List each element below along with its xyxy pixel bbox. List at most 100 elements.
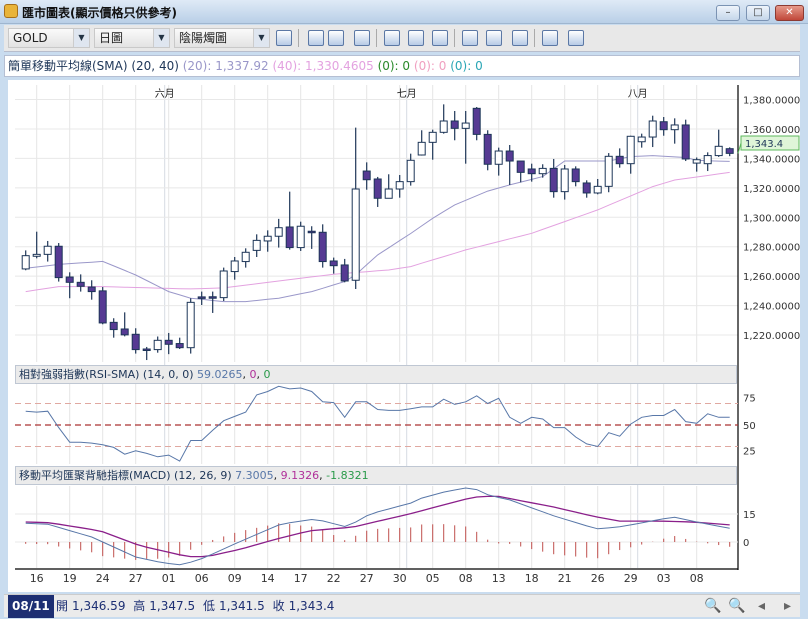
toolbar: GOLD ▼ 日圖 ▼ 陰陽燭圖 ▼ — [4, 25, 800, 52]
candle — [241, 248, 250, 268]
candle-body-up — [593, 185, 602, 194]
x-axis-label: 13 — [492, 572, 506, 585]
candle-body-down — [472, 107, 481, 135]
candle — [98, 287, 107, 325]
candle — [637, 133, 646, 148]
candle — [538, 164, 547, 178]
sma-legend: 簡單移動平均線(SMA) (20, 40) (20): 1,337.92 (40… — [4, 55, 800, 77]
symbol-value: GOLD — [13, 31, 48, 45]
scroll-right-icon[interactable]: ▸ — [784, 598, 792, 614]
x-axis-label: 22 — [327, 572, 341, 585]
period-value: 日圖 — [99, 31, 124, 45]
cursor-icon[interactable] — [308, 30, 324, 46]
candle-body-down — [505, 150, 514, 162]
macd-hist-value: -1.8321 — [326, 469, 369, 482]
chart-type-value: 陰陽燭圖 — [179, 31, 228, 45]
candle-body-up — [406, 159, 415, 183]
line-study-icon[interactable] — [384, 30, 400, 46]
sma-extra-2: (0): 0 — [413, 59, 447, 73]
candle-body-up — [241, 251, 250, 263]
candle-body-down — [725, 148, 734, 154]
chevron-down-icon[interactable]: ▼ — [153, 29, 169, 47]
candle-body-down — [120, 328, 129, 336]
x-axis-label: 09 — [228, 572, 242, 585]
data-table-icon[interactable] — [354, 30, 370, 46]
candle-body-up — [351, 188, 360, 281]
zoom-in-icon[interactable]: 🔍 — [728, 598, 746, 614]
candle — [505, 144, 514, 186]
high-label: 高 — [133, 599, 146, 613]
chart-type-select[interactable]: 陰陽燭圖 ▼ — [174, 28, 270, 48]
candle — [516, 160, 525, 183]
candle — [703, 152, 712, 172]
x-axis-label: 26 — [591, 572, 605, 585]
scroll-left-icon[interactable]: ◂ — [758, 598, 766, 614]
grid-icon[interactable] — [512, 30, 528, 46]
x-axis-label: 18 — [525, 572, 539, 585]
candle-body-up — [560, 168, 569, 193]
sma40-line — [25, 171, 730, 293]
x-axis-label: 24 — [96, 572, 110, 585]
candle — [362, 162, 371, 190]
candle-body-up — [263, 235, 272, 242]
candle-body-down — [54, 245, 63, 279]
candle-body-down — [659, 121, 668, 131]
candle — [395, 175, 404, 198]
macd-legend: 移動平均匯聚背馳指標(MACD) (12, 26, 9) 7.3005, 9.1… — [15, 466, 737, 485]
close-button[interactable]: ✕ — [775, 5, 804, 21]
status-bar: 08/11 開 1,346.59 高 1,347.5 低 1,341.5 收 1,343… — [4, 594, 800, 618]
candle-body-down — [373, 178, 382, 199]
candle — [593, 178, 602, 195]
candle — [527, 163, 536, 182]
period-select[interactable]: 日圖 ▼ — [94, 28, 170, 48]
maximize-button[interactable]: □ — [746, 5, 770, 21]
save-icon[interactable] — [276, 30, 292, 46]
sma20-value: 1,337.92 — [215, 59, 269, 73]
chevron-down-icon[interactable]: ▼ — [253, 29, 269, 47]
candle — [560, 165, 569, 200]
candle-body-down — [516, 160, 525, 173]
zoom-out-icon[interactable]: 🔍 — [704, 598, 722, 614]
candle — [483, 130, 492, 171]
toolbar-separator — [454, 29, 455, 47]
sma-extra-1: (0): 0 — [377, 59, 411, 73]
x-axis-label: 19 — [63, 572, 77, 585]
candle — [681, 119, 690, 162]
symbol-select[interactable]: GOLD ▼ — [8, 28, 90, 48]
indicator-icon[interactable] — [408, 30, 424, 46]
candle — [307, 226, 316, 249]
low-value: 1,341.5 — [218, 599, 265, 613]
rsi-axis-label: 75 — [743, 394, 756, 405]
sma-name: 簡單移動平均線(SMA) (20, 40) — [8, 59, 179, 73]
x-axis-label: 27 — [360, 572, 374, 585]
candle-body-down — [549, 167, 558, 193]
window-icon[interactable] — [542, 30, 558, 46]
macd-line — [25, 487, 730, 566]
candle — [494, 147, 503, 176]
candle-body-down — [109, 321, 118, 331]
export-icon[interactable] — [486, 30, 502, 46]
rsi-axis-label: 50 — [743, 421, 756, 432]
x-axis-label: 14 — [261, 572, 275, 585]
chevron-down-icon[interactable]: ▼ — [73, 29, 89, 47]
layout-icon[interactable] — [568, 30, 584, 46]
current-date: 08/11 — [8, 595, 54, 618]
candle-body-down — [450, 120, 459, 129]
minimize-button[interactable]: – — [716, 5, 740, 21]
sma40-label: (40): — [272, 59, 302, 73]
chart-panel[interactable] — [8, 80, 800, 592]
rsi-axis-label: 25 — [743, 447, 756, 458]
chart-style-icon[interactable] — [328, 30, 344, 46]
candle — [340, 258, 349, 283]
toolbar-separator — [376, 29, 377, 47]
candle-body-down — [164, 339, 173, 345]
last-price-tag — [740, 135, 800, 151]
x-axis-label: 01 — [162, 572, 176, 585]
candle — [318, 224, 327, 268]
candle-body-down — [582, 182, 591, 194]
price-axis-label: 1,380.0000 — [743, 96, 800, 107]
text-annotation-icon[interactable] — [432, 30, 448, 46]
high-value: 1,347.5 — [149, 599, 196, 613]
zoom-icon[interactable] — [462, 30, 478, 46]
